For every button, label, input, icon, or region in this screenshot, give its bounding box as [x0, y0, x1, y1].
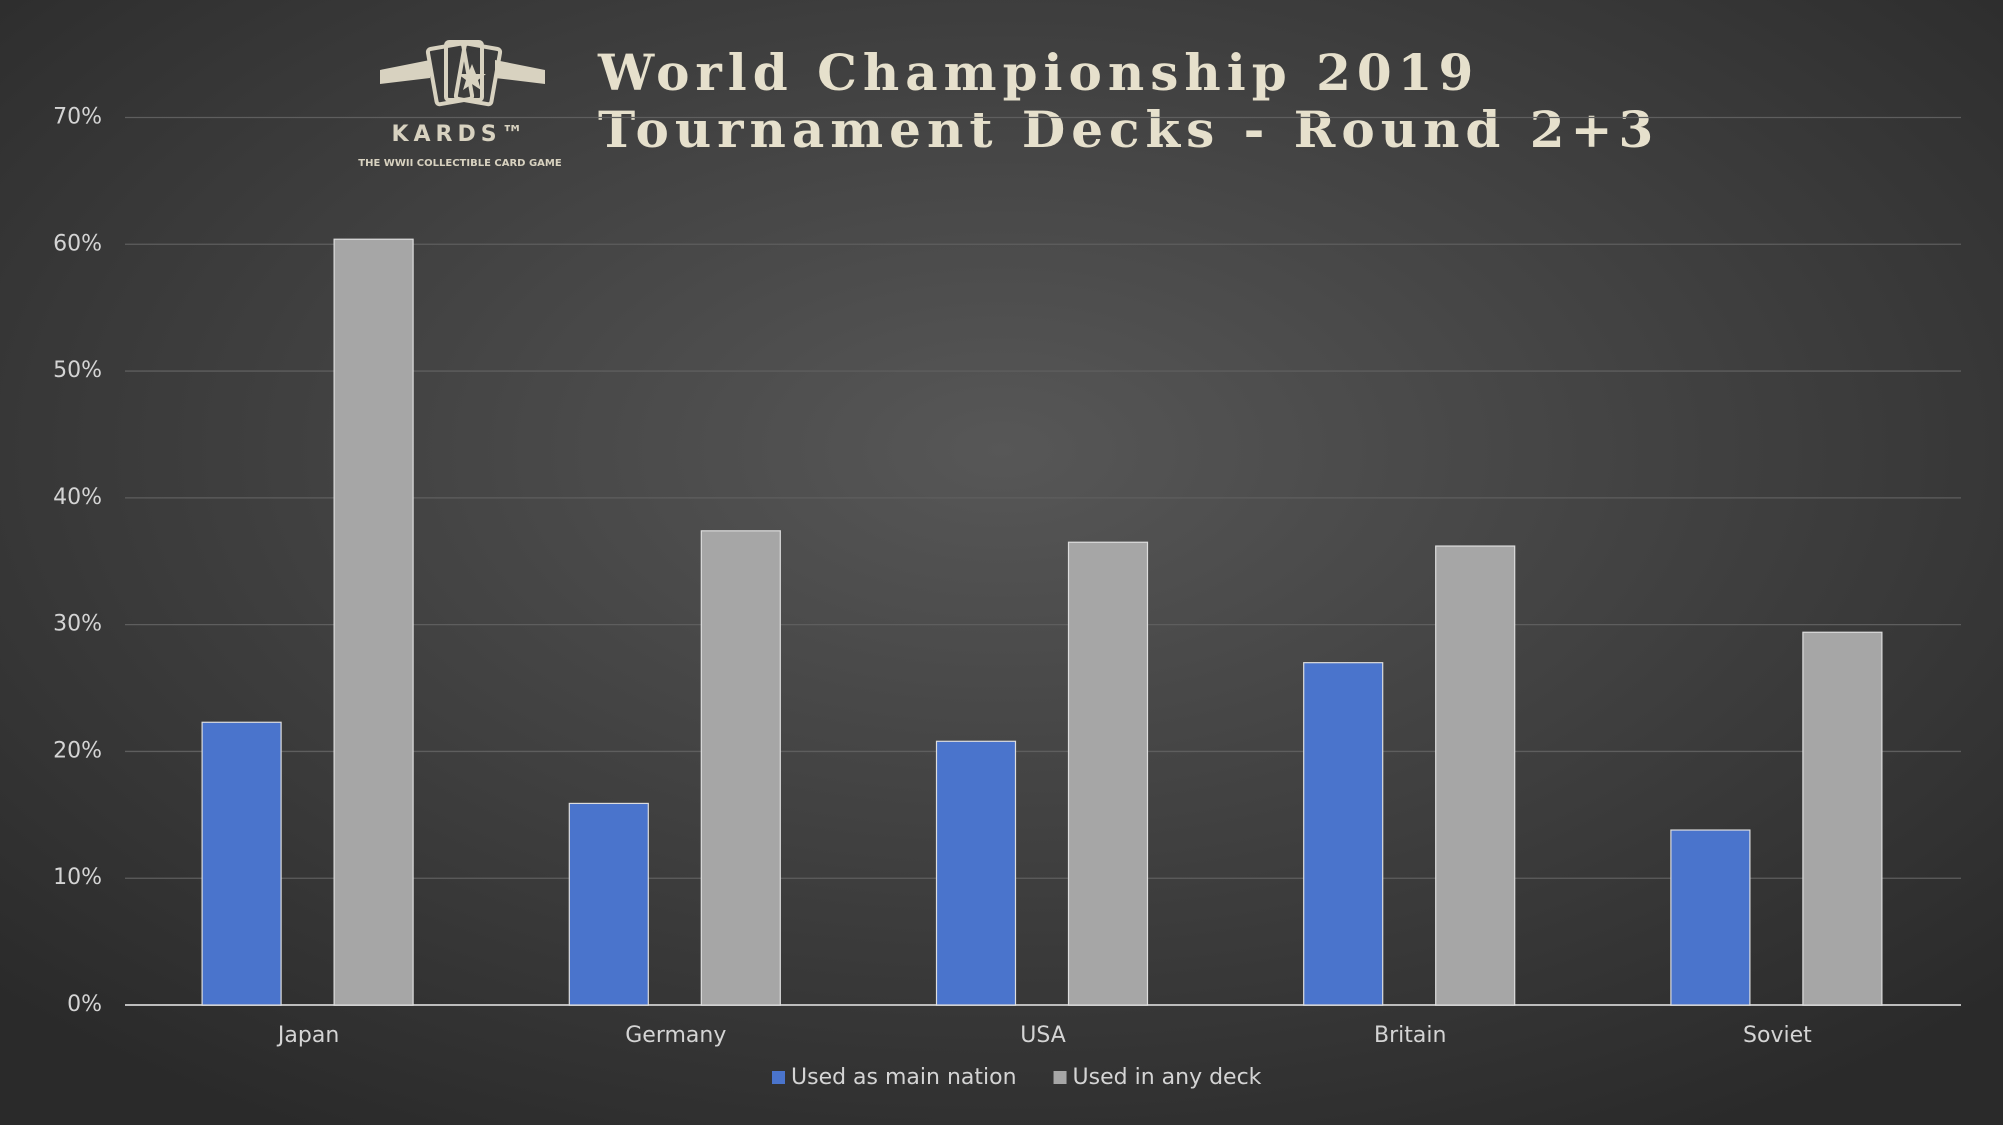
y-tick-label: 70% [53, 105, 102, 130]
legend-swatch [1053, 1071, 1067, 1084]
x-tick-label: USA [1020, 1023, 1066, 1048]
chart-subtitle: Tournament Decks - Round 2+3 [598, 100, 1659, 159]
logo-tagline: THE WWII COLLECTIBLE CARD GAME [358, 158, 562, 169]
y-tick-label: 50% [53, 358, 102, 383]
bar [333, 238, 414, 1006]
legend-label: Used in any deck [1073, 1065, 1262, 1090]
bar [935, 740, 1017, 1006]
x-tick-label: Soviet [1743, 1023, 1812, 1048]
y-tick-label: 40% [53, 485, 102, 510]
bar [1067, 541, 1149, 1006]
bar [1670, 829, 1751, 1006]
legend-swatch [772, 1071, 785, 1084]
y-tick-label: 0% [67, 992, 102, 1017]
bar [568, 802, 649, 1006]
bar [1303, 662, 1384, 1006]
y-tick-label: 30% [53, 612, 102, 637]
x-tick-label: Germany [625, 1023, 726, 1048]
bar [700, 530, 781, 1006]
bar [201, 721, 282, 1006]
bar [1435, 545, 1516, 1006]
y-tick-label: 10% [53, 865, 102, 890]
y-tick-label: 60% [53, 231, 102, 256]
logo-name: KARDS™ [391, 122, 528, 147]
chart-title: World Championship 2019 [597, 43, 1479, 102]
x-tick-label: Japan [276, 1023, 339, 1048]
x-tick-label: Britain [1374, 1023, 1446, 1048]
legend-label: Used as main nation [791, 1065, 1017, 1090]
logo [380, 40, 545, 107]
bar [1802, 631, 1883, 1006]
y-tick-label: 20% [53, 738, 102, 763]
